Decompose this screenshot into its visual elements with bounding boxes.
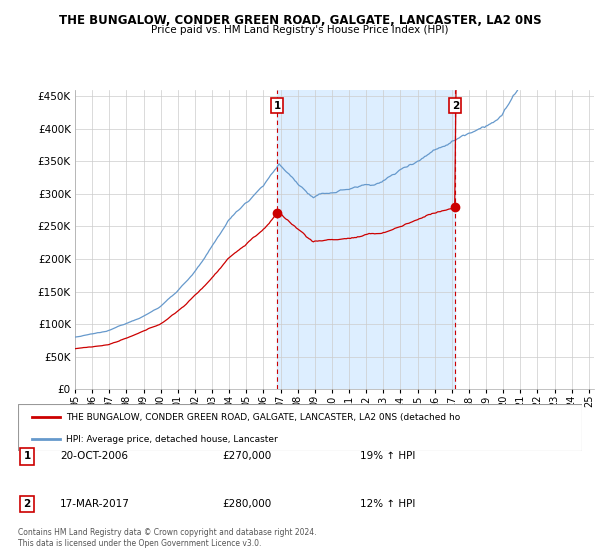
Text: £270,000: £270,000 [222,451,271,461]
Text: 17-MAR-2017: 17-MAR-2017 [60,499,130,509]
Text: Price paid vs. HM Land Registry's House Price Index (HPI): Price paid vs. HM Land Registry's House … [151,25,449,35]
Text: HPI: Average price, detached house, Lancaster: HPI: Average price, detached house, Lanc… [66,435,278,444]
Text: 12% ↑ HPI: 12% ↑ HPI [360,499,415,509]
Text: THE BUNGALOW, CONDER GREEN ROAD, GALGATE, LANCASTER, LA2 0NS (detached ho: THE BUNGALOW, CONDER GREEN ROAD, GALGATE… [66,413,460,422]
Text: 2: 2 [23,499,31,509]
Text: 2: 2 [452,101,459,111]
Text: Contains HM Land Registry data © Crown copyright and database right 2024.
This d: Contains HM Land Registry data © Crown c… [18,528,317,548]
Text: 19% ↑ HPI: 19% ↑ HPI [360,451,415,461]
Bar [277,90,455,389]
Text: 20-OCT-2006: 20-OCT-2006 [60,451,128,461]
Text: £280,000: £280,000 [222,499,271,509]
Text: 1: 1 [274,101,281,111]
Text: 1: 1 [23,451,31,461]
Text: THE BUNGALOW, CONDER GREEN ROAD, GALGATE, LANCASTER, LA2 0NS: THE BUNGALOW, CONDER GREEN ROAD, GALGATE… [59,14,541,27]
